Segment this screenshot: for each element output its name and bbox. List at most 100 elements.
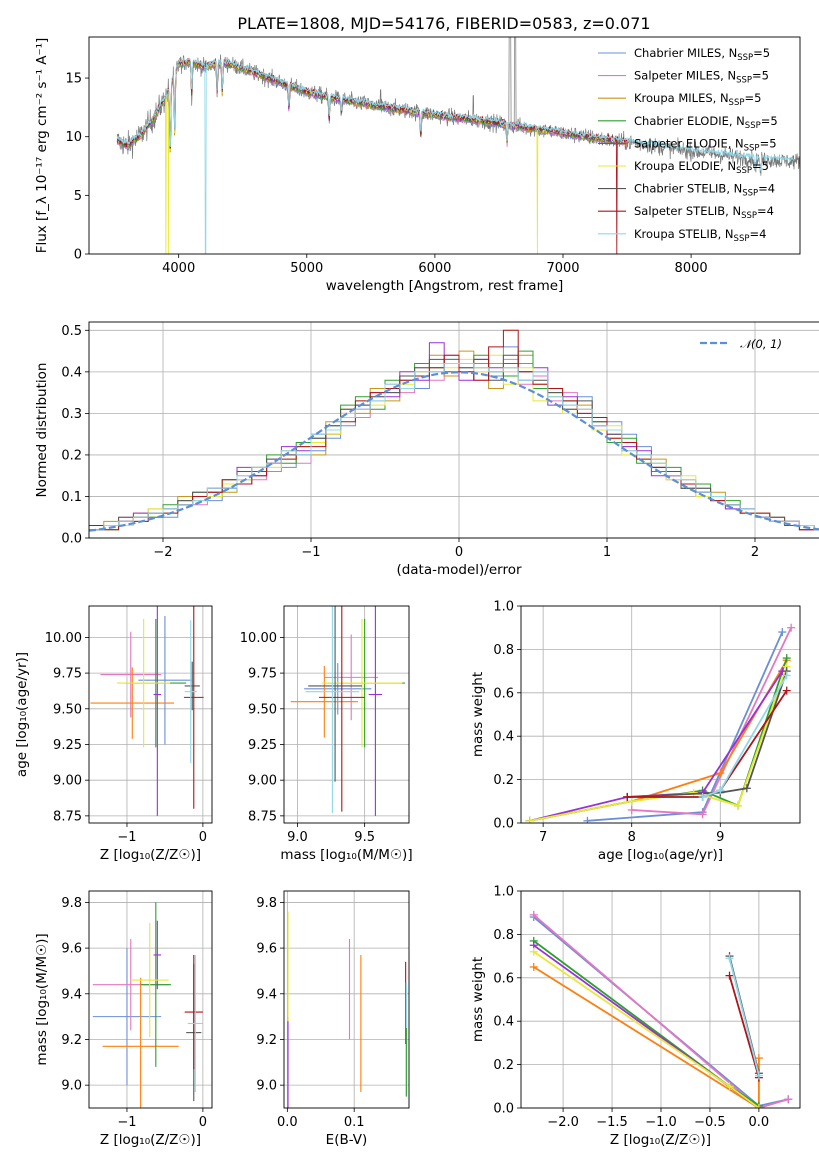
age_vs_Z-grid — [89, 606, 212, 823]
y-tick-label: 0.8 — [493, 928, 514, 943]
y-tick-label: 9.4 — [61, 987, 82, 1002]
legend-tail: =4 — [757, 204, 774, 218]
mass_weight_vs_age-ylabel: mass weight — [470, 672, 486, 757]
y-tick-label: 0.0 — [61, 532, 82, 547]
x-tick-label: −2.0 — [547, 1115, 579, 1130]
y-tick-label: 9.75 — [53, 667, 82, 682]
y-tick-label: 0.8 — [493, 643, 514, 658]
x-tick-label: 1 — [603, 545, 611, 560]
legend-text: Chabrier ELODIE, N — [634, 114, 745, 128]
legend-entry: 𝒩(0, 1) — [740, 337, 782, 351]
y-tick-label: 9.2 — [256, 1033, 277, 1048]
legend-tail: =5 — [753, 46, 770, 60]
x-tick-label: 0.0 — [277, 1115, 298, 1130]
y-tick-label: 10.00 — [240, 631, 277, 646]
model-spectrum-line — [116, 57, 794, 254]
mass_weight_vs_age-axes: 7 8 9 0.0 0.2 0.4 0.6 0.8 1.0 age [log₁₀(age/yr)]… — [470, 600, 801, 863]
mass_vs_EBV-content — [287, 911, 407, 1108]
y-tick-label: 0.4 — [493, 730, 514, 745]
mass_vs_Z-axes: −1 0 9.0 9.2 9.4 9.6 9.8 Z [log₁₀(Z/Z☉)] mass [l… — [34, 890, 213, 1148]
y-tick-label: 0.0 — [493, 1102, 514, 1117]
x-tick-label: 9.5 — [354, 830, 375, 845]
y-tick-label: 9.00 — [53, 774, 82, 789]
y-tick-label: 9.6 — [256, 942, 277, 957]
mass_weight_vs_Z-ylabel: mass weight — [470, 957, 486, 1042]
residual_histogram-content — [89, 329, 819, 538]
legend-sub: SSP — [736, 76, 752, 86]
x-tick-label: 7 — [539, 830, 547, 845]
y-tick-label: 9.0 — [61, 1079, 82, 1094]
residual_histogram-xlabel: (data-model)/error — [396, 562, 522, 578]
y-tick-label: 0.5 — [61, 324, 82, 339]
x-tick-label: −1.0 — [645, 1115, 677, 1130]
mass-weight-line — [533, 914, 789, 1108]
y-tick-label: 1.0 — [493, 885, 514, 900]
legend-sub: SSP — [734, 234, 750, 244]
age_vs_Z-content — [90, 606, 204, 816]
x-tick-label: −1 — [301, 545, 320, 560]
legend-entry: Kroupa MILES, NSSP=5 — [634, 91, 761, 108]
legend-sub: SSP — [736, 166, 752, 176]
legend-entry: Salpeter STELIB, NSSP=4 — [634, 204, 774, 221]
legend-text: Kroupa ELODIE, N — [634, 159, 736, 173]
y-tick-label: 9.25 — [248, 738, 277, 753]
y-tick-label: 0.6 — [493, 971, 514, 986]
mass_vs_Z-content — [92, 902, 203, 1108]
x-tick-label: 0 — [199, 1115, 207, 1130]
legend-sub: SSP — [744, 143, 760, 153]
mass_vs_EBV-frame — [283, 890, 410, 1109]
age_vs_mass-xlabel: mass [log₁₀(M/M☉)] — [280, 847, 412, 863]
x-tick-label: 4000 — [162, 261, 195, 276]
y-tick-label: 0.6 — [493, 686, 514, 701]
y-tick-label: 9.50 — [53, 702, 82, 717]
legend-entry: Salpeter MILES, NSSP=5 — [634, 69, 769, 86]
legend-sub: SSP — [729, 98, 745, 108]
x-tick-label: 7000 — [546, 261, 579, 276]
mass_weight_vs_Z-xlabel: Z [log₁₀(Z/Z☉)] — [610, 1132, 711, 1148]
legend-text: Salpeter ELODIE, N — [634, 136, 744, 150]
residual_histogram-ylabel: Normed distribution — [34, 363, 50, 498]
mass_vs_Z-xlabel: Z [log₁₀(Z/Z☉)] — [100, 1132, 201, 1148]
legend-text: Chabrier MILES, N — [634, 46, 737, 60]
x-tick-label: 2 — [751, 545, 759, 560]
mass-weight-line — [728, 958, 760, 1076]
legend-text: Salpeter STELIB, N — [634, 204, 741, 218]
x-tick-label: 5000 — [290, 261, 323, 276]
spectrum-axes: 4000 5000 6000 7000 8000 0 5 10 15 wavelength [An… — [34, 36, 801, 294]
y-tick-label: 9.25 — [53, 738, 82, 753]
x-tick-label: 6000 — [418, 261, 451, 276]
legend-tail: =5 — [761, 114, 778, 128]
legend-text: Kroupa STELIB, N — [634, 227, 734, 241]
legend-tail: =5 — [760, 136, 777, 150]
legend-entry: Kroupa STELIB, NSSP=4 — [634, 227, 766, 244]
y-tick-label: 0.2 — [493, 773, 514, 788]
legend-entry: Chabrier ELODIE, NSSP=5 — [634, 114, 778, 131]
x-tick-label: 8000 — [675, 261, 708, 276]
mass_weight_vs_Z-content — [529, 910, 793, 1108]
y-tick-label: 10 — [65, 130, 82, 145]
figure-title: PLATE=1808, MJD=54176, FIBERID=0583, z=0… — [237, 14, 650, 33]
y-tick-label: 0.1 — [61, 490, 82, 505]
mass_weight_vs_age-xlabel: age [log₁₀(age/yr)] — [598, 847, 723, 863]
mass_weight_vs_age-content — [525, 623, 796, 823]
x-tick-label: 9 — [716, 830, 724, 845]
y-tick-label: 0.2 — [61, 448, 82, 463]
age_vs_Z-xlabel: Z [log₁₀(Z/Z☉)] — [100, 847, 201, 863]
legend-tail: =4 — [749, 227, 766, 241]
y-tick-label: 15 — [65, 72, 82, 87]
y-tick-label: 9.75 — [248, 667, 277, 682]
spectrum-content — [116, 37, 800, 254]
mass_weight_vs_Z-axes: −2.0 −1.5 −1.0 −0.5 0.0 0.0 0.2 0.4 0.6 0.8 1.0 Z [… — [470, 885, 801, 1148]
y-tick-label: 9.0 — [256, 1079, 277, 1094]
histogram-legend: 𝒩(0, 1) — [700, 337, 782, 351]
y-tick-label: 9.00 — [248, 774, 277, 789]
spectrum-ylabel: Flux [f_λ 10⁻¹⁷ erg cm⁻² s⁻¹ A⁻¹] — [34, 38, 50, 254]
mass_weight_vs_Z-frame — [520, 890, 801, 1109]
mass_vs_EBV-grid — [284, 891, 409, 1108]
x-tick-label: 9.0 — [287, 830, 308, 845]
x-tick-label: −0.5 — [694, 1115, 726, 1130]
y-tick-label: 0.2 — [493, 1058, 514, 1073]
